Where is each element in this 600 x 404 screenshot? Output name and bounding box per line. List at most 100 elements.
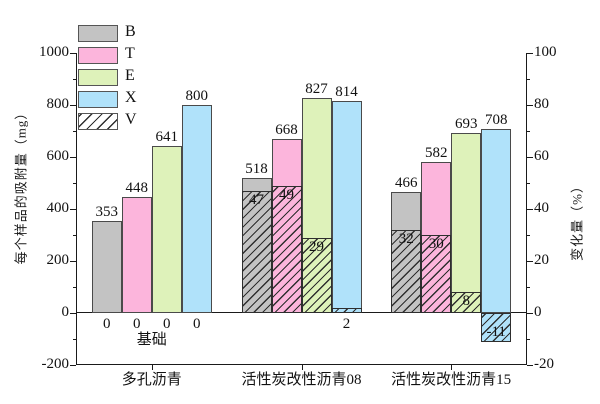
hatch-bar-x	[331, 307, 362, 313]
right-tick-label: 40	[534, 200, 549, 216]
overlay-value-label: 0	[193, 316, 201, 332]
left-axis-tick	[70, 105, 76, 106]
right-tick-label: 100	[534, 44, 557, 60]
overlay-value-label: 29	[309, 238, 324, 255]
overlay-value-label: 0	[103, 316, 111, 332]
left-axis-tick	[70, 365, 76, 366]
category-label: 多孔沥青	[121, 372, 182, 388]
bar-value-label: 668	[275, 122, 298, 139]
legend-label-x: X	[125, 89, 137, 106]
left-axis-tick	[70, 209, 76, 210]
overlay-value-label: -11	[486, 323, 506, 340]
hatch-bar-e	[301, 237, 332, 313]
bar-value-label: 800	[185, 88, 209, 104]
bar-x	[481, 128, 512, 313]
left-tick-label: 400	[46, 200, 70, 216]
bar-value-label: 466	[394, 174, 418, 191]
right-tick-label: 20	[534, 252, 549, 268]
category-label: 活性炭改性沥青08	[241, 372, 362, 388]
bar-value-label: 708	[484, 111, 508, 128]
legend-label-e: E	[125, 67, 135, 84]
baseline-annotation: 基础	[136, 332, 167, 348]
right-axis-tick	[527, 261, 533, 262]
left-axis-tick	[70, 261, 76, 262]
left-axis-tick	[73, 287, 76, 288]
legend-swatch-t	[78, 47, 118, 64]
right-axis-tick	[527, 209, 533, 210]
hatch-bar-t	[421, 235, 452, 313]
bar-value-label: 827	[305, 81, 328, 97]
x-axis-tick	[451, 365, 453, 370]
right-axis-tick	[527, 339, 530, 340]
right-axis-tick	[527, 79, 530, 80]
bar-e	[451, 132, 482, 313]
bar-b	[91, 221, 122, 313]
legend-swatch-e	[78, 69, 118, 86]
left-tick-label: 800	[46, 96, 70, 112]
x-axis-line	[76, 364, 527, 365]
bar-value-label: 518	[245, 161, 268, 178]
left-tick-label: -200	[41, 356, 70, 372]
overlay-value-label: 30	[428, 236, 444, 252]
left-axis-tick	[73, 339, 76, 340]
x-axis-tick	[151, 365, 153, 370]
left-axis-tick	[70, 53, 76, 54]
overlay-value-label: 0	[133, 316, 141, 332]
overlay-value-label: 2	[342, 316, 351, 332]
legend-label-v: V	[125, 111, 137, 128]
left-tick-label: 1000	[39, 44, 69, 60]
legend-swatch-x	[78, 91, 118, 108]
bar-x	[181, 105, 212, 313]
bar-value-label: 814	[335, 84, 358, 101]
left-axis-tick	[70, 313, 76, 314]
hatch-bar-e	[451, 292, 482, 313]
right-axis-tick	[527, 183, 530, 184]
y-axis-left-line	[76, 53, 77, 365]
right-tick-label: 0	[534, 304, 542, 320]
legend-label-b: B	[125, 23, 136, 40]
left-axis-tick	[73, 79, 76, 80]
left-tick-label: 0	[61, 304, 70, 320]
overlay-value-label: 47	[249, 191, 264, 208]
left-axis-tick	[73, 131, 76, 132]
x-axis-tick	[301, 365, 303, 370]
bar-value-label: 582	[424, 144, 448, 161]
overlay-value-label: 32	[398, 230, 414, 247]
bar-t	[121, 196, 152, 313]
right-axis-tick	[527, 235, 530, 236]
hatch-bar-t	[271, 185, 302, 313]
right-tick-label: 60	[534, 148, 549, 164]
right-axis-tick	[527, 157, 533, 158]
legend-swatch-b	[78, 25, 118, 42]
right-axis-tick	[527, 365, 533, 366]
bar-value-label: 641	[155, 129, 179, 146]
left-axis-tick	[70, 157, 76, 158]
left-tick-label: 600	[46, 148, 70, 164]
legend-label-t: T	[125, 45, 135, 62]
bar-value-label: 448	[125, 179, 149, 196]
right-tick-label: 80	[534, 96, 549, 112]
legend-swatch-v	[78, 113, 118, 130]
y-axis-right-line	[526, 53, 527, 365]
right-axis-tick	[527, 53, 533, 54]
right-axis-tick	[527, 287, 530, 288]
right-axis-tick	[527, 105, 533, 106]
bar-e	[151, 146, 182, 313]
left-tick-label: 200	[46, 252, 70, 268]
left-axis-tick	[73, 235, 76, 236]
bar-value-label: 693	[454, 115, 478, 132]
bar-value-label: 353	[95, 204, 119, 221]
hatch-bar-b	[241, 190, 272, 313]
bar-x	[331, 101, 362, 313]
right-axis-tick	[527, 131, 530, 132]
overlay-value-label: 0	[163, 316, 171, 332]
hatch-bar-b	[391, 229, 422, 313]
overlay-value-label: 8	[462, 293, 470, 310]
right-tick-label: -20	[534, 356, 554, 372]
left-axis-tick	[73, 183, 76, 184]
hatch-bar-x	[481, 313, 512, 342]
category-label: 活性炭改性沥青15	[391, 372, 512, 388]
right-axis-tick	[527, 313, 533, 314]
